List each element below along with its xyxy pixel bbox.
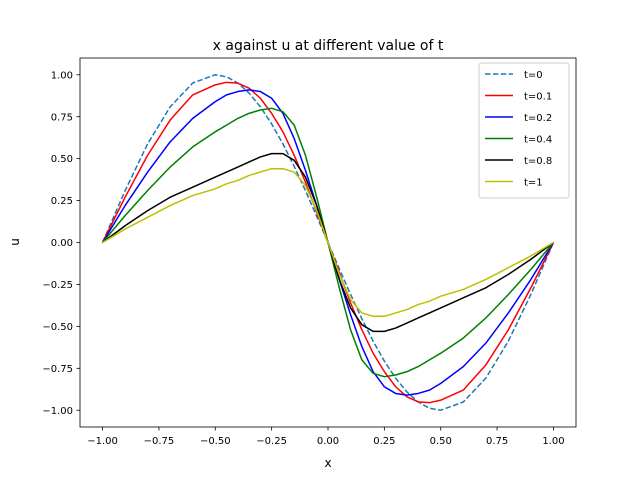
legend-box xyxy=(478,62,570,199)
x-tick-label: −1.00 xyxy=(87,436,118,447)
x-axis-label: x xyxy=(324,456,331,470)
y-axis-label: u xyxy=(8,238,22,246)
x-tick-label: 0.75 xyxy=(486,436,508,447)
x-tick-label: 0.50 xyxy=(430,436,452,447)
x-tick-label: −0.25 xyxy=(256,436,287,447)
x-axis: −1.00 −0.75 −0.50 −0.25 0.00 0.25 0.50 0.75 1.00 xyxy=(87,427,565,447)
legend-label-1: t=0.1 xyxy=(524,92,552,103)
x-tick-label: −0.50 xyxy=(200,436,231,447)
legend-label-5: t=1 xyxy=(524,178,543,189)
series-line-5 xyxy=(102,167,554,318)
y-tick-label: 0.25 xyxy=(51,196,73,207)
chart-title: x against u at different value of t xyxy=(213,38,444,54)
y-tick-label: −0.25 xyxy=(42,280,73,291)
y-tick-label: 0.75 xyxy=(51,112,73,123)
legend: t=0 t=0.1 t=0.2 t=0.4 t=0.8 t=1 xyxy=(478,62,570,199)
y-tick-label: 1.00 xyxy=(51,70,73,81)
legend-label-4: t=0.8 xyxy=(524,156,552,167)
y-tick-label: −1.00 xyxy=(42,406,73,417)
x-tick-label: 0.00 xyxy=(317,436,339,447)
x-tick-label: 0.25 xyxy=(373,436,395,447)
series-line-0 xyxy=(101,74,555,411)
y-tick-label: 0.50 xyxy=(51,154,73,165)
x-tick-label: 1.00 xyxy=(542,436,564,447)
y-tick-label: 0.00 xyxy=(51,238,73,249)
series-layer xyxy=(101,74,555,411)
legend-label-0: t=0 xyxy=(524,70,543,81)
legend-label-2: t=0.2 xyxy=(524,113,552,124)
legend-label-3: t=0.4 xyxy=(524,135,552,146)
y-tick-label: −0.50 xyxy=(42,322,73,333)
y-tick-label: −0.75 xyxy=(42,364,73,375)
x-tick-label: −0.75 xyxy=(144,436,175,447)
y-axis: −1.00 −0.75 −0.50 −0.25 0.00 0.25 0.50 0.75 1.00 xyxy=(42,70,80,417)
